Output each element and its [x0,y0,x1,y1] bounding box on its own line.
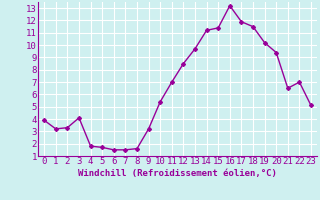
X-axis label: Windchill (Refroidissement éolien,°C): Windchill (Refroidissement éolien,°C) [78,169,277,178]
